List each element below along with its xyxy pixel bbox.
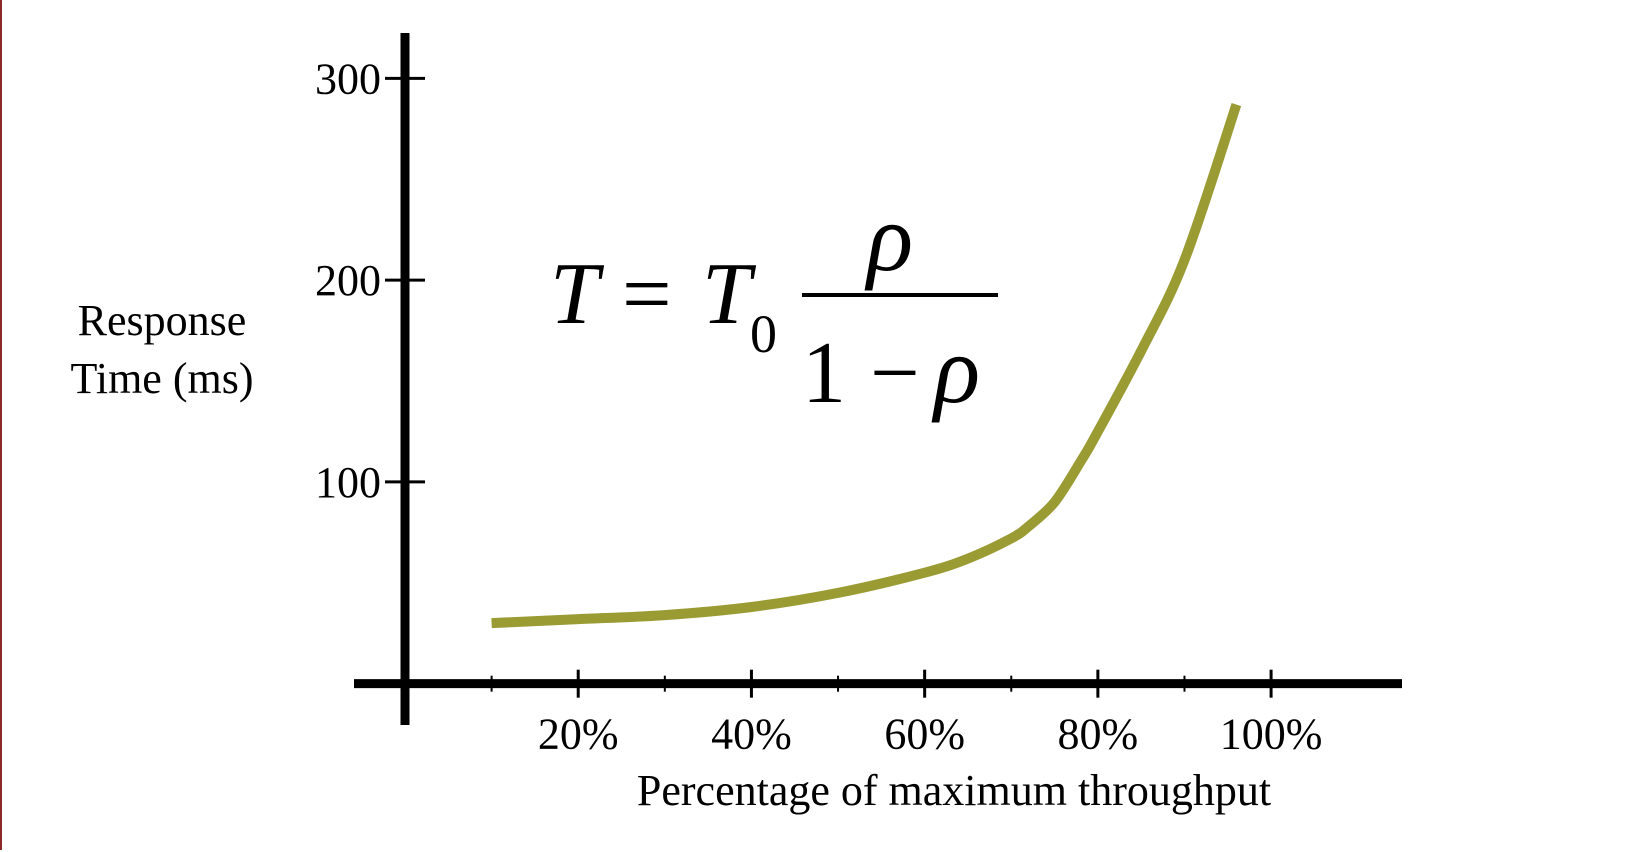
formula-t0-subscript: 0 <box>750 304 777 364</box>
x-tick-label: 20% <box>538 710 619 759</box>
y-tick-label: 100 <box>315 458 381 507</box>
x-tick-label: 40% <box>711 710 792 759</box>
x-axis-title: Percentage of maximum throughput <box>637 766 1271 815</box>
formula-lhs: T <box>550 246 605 343</box>
formula-t0: T <box>702 246 757 343</box>
ticks <box>385 76 1273 698</box>
y-axis-title-line2: Time (ms) <box>71 354 254 403</box>
formula-denominator-rho: ρ <box>931 316 980 423</box>
y-tick-label: 300 <box>315 54 381 103</box>
response-time-curve <box>491 103 1242 629</box>
formula-denominator-minus: − <box>870 325 920 422</box>
series <box>491 103 1242 629</box>
formula-equals: = <box>622 246 672 343</box>
tick-labels: 20% 40% 60% 80% 100% 100 200 300 <box>315 54 1322 758</box>
formula: T = T 0 ρ 1 − ρ <box>550 184 998 423</box>
x-tick-label: 100% <box>1220 710 1323 759</box>
y-axis-title-line1: Response <box>78 296 247 345</box>
x-tick-label: 80% <box>1058 710 1139 759</box>
x-tick-label: 60% <box>884 710 965 759</box>
formula-numerator: ρ <box>864 184 913 291</box>
formula-denominator-one: 1 <box>802 325 846 422</box>
axes <box>354 33 1402 725</box>
y-tick-label: 200 <box>315 256 381 305</box>
